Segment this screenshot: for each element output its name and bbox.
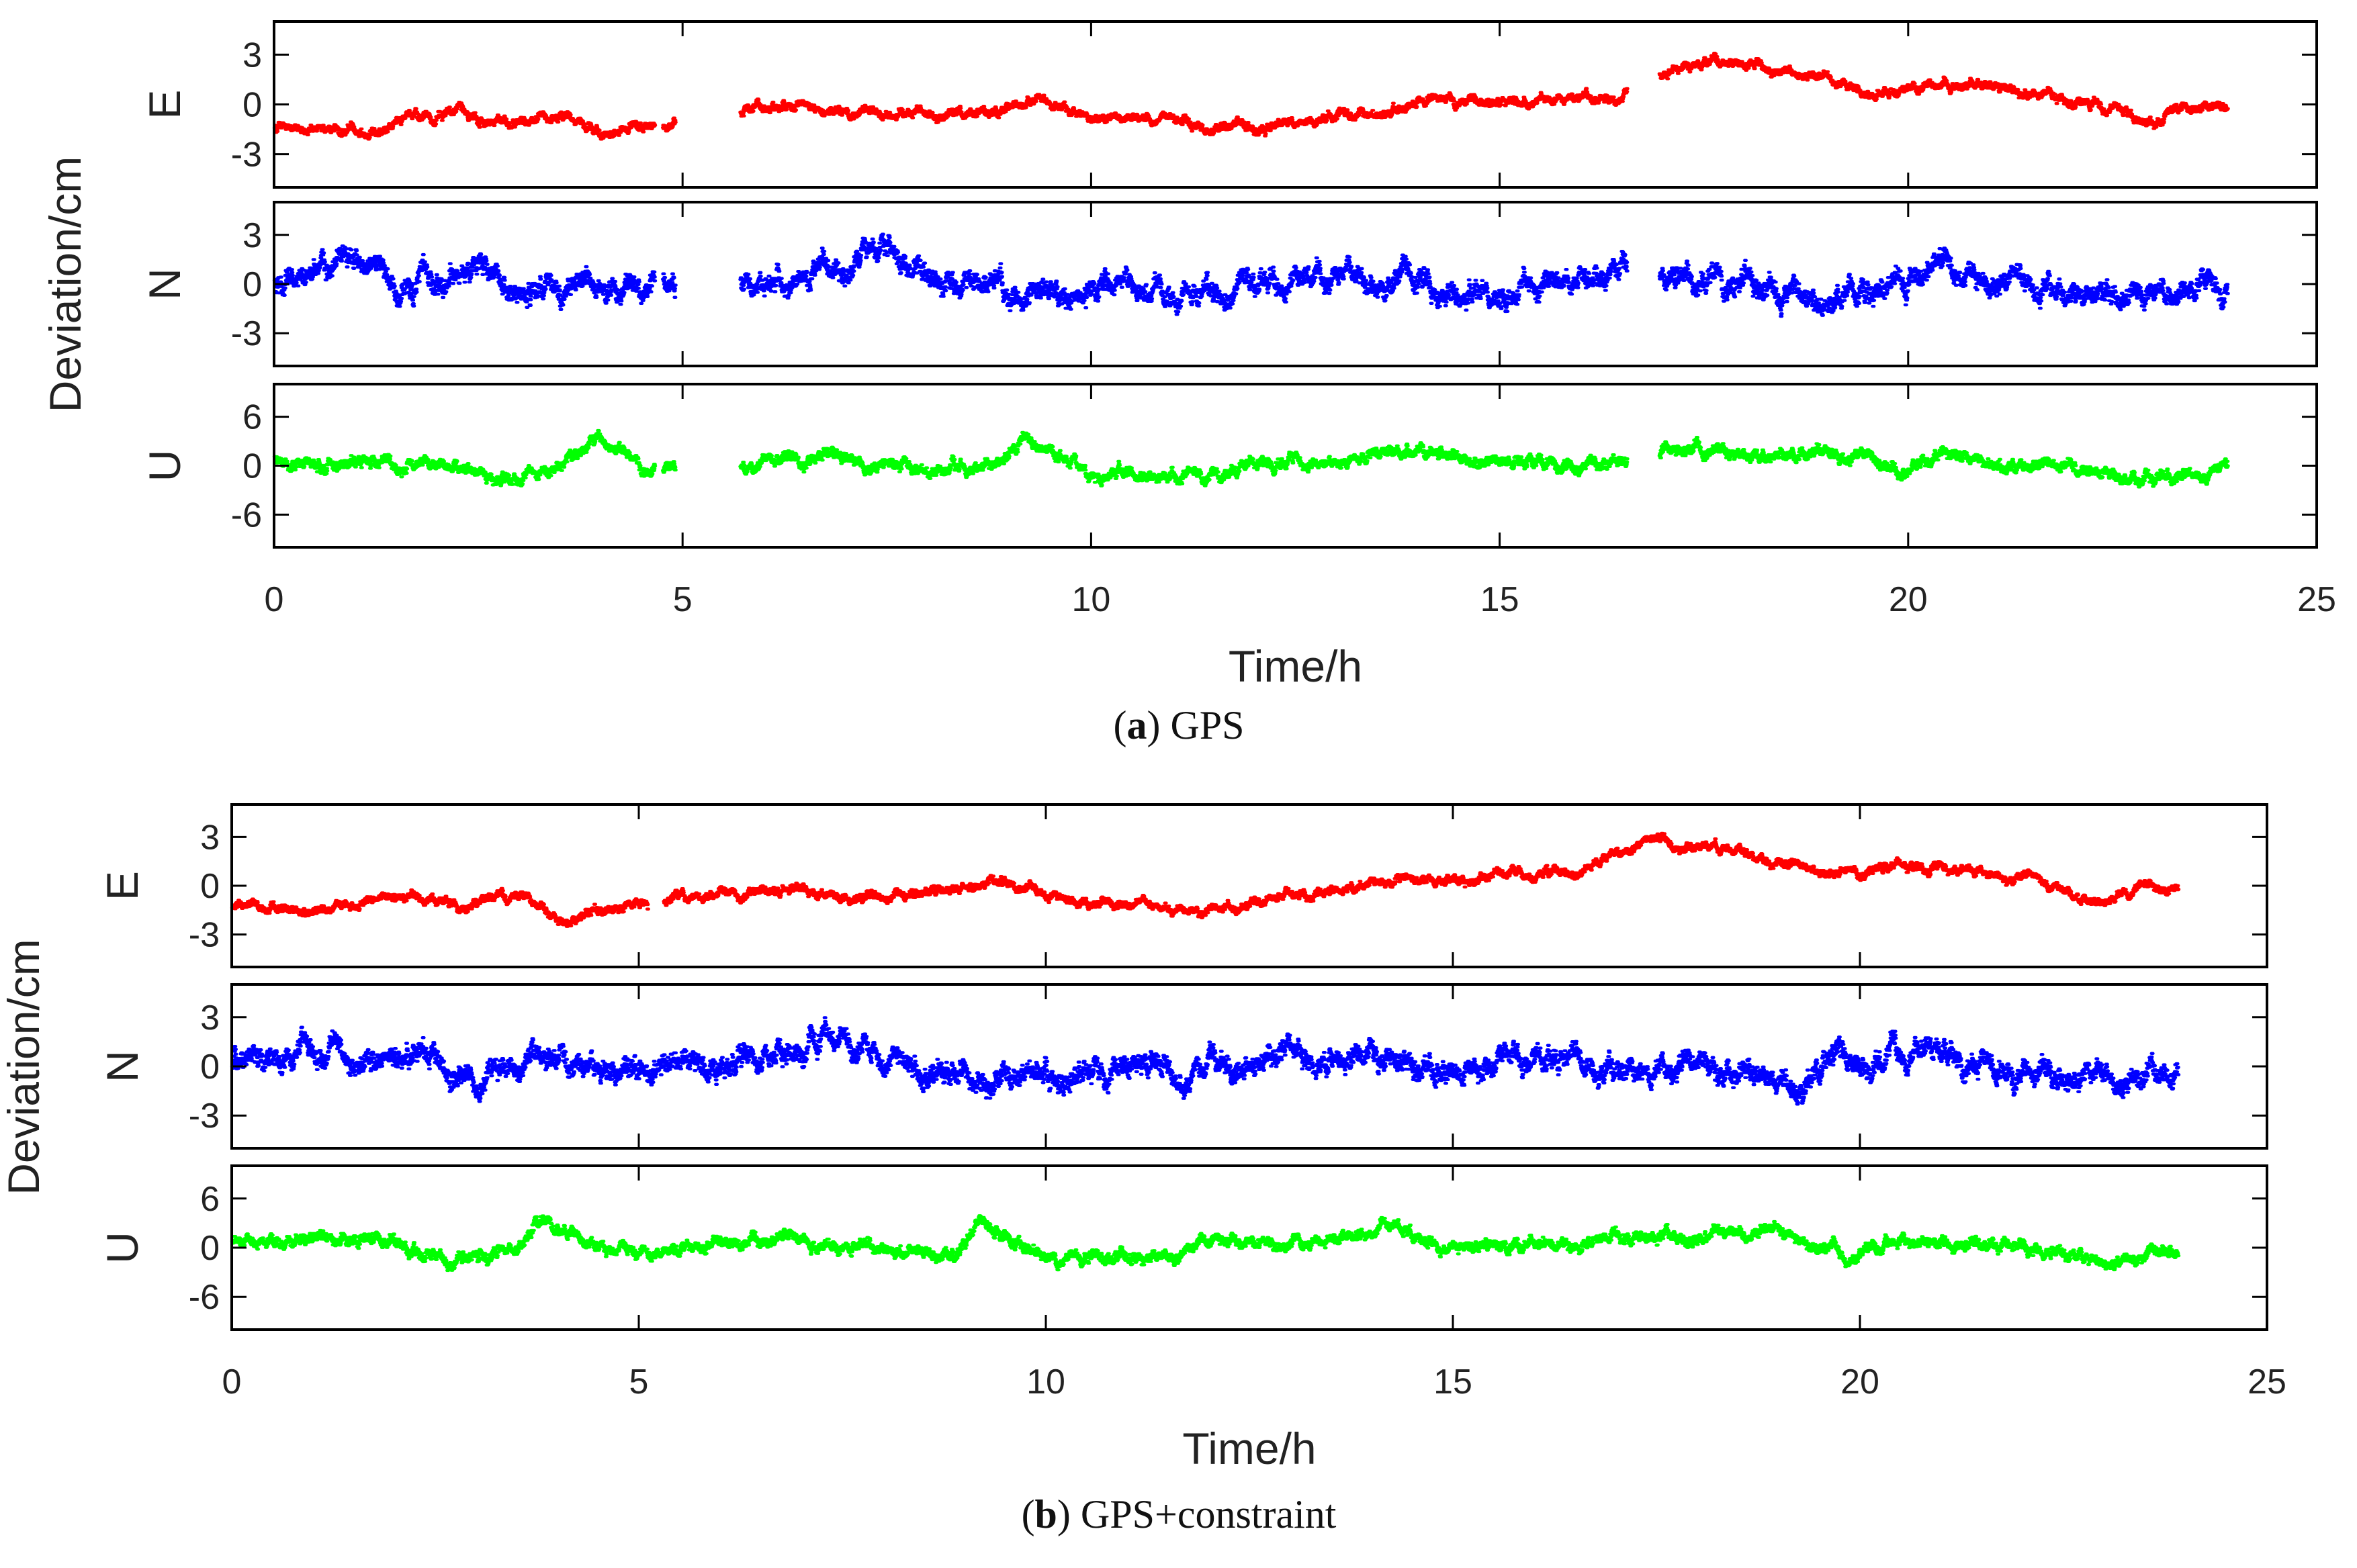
y-tick-label: 0 [242, 265, 262, 304]
panel-N: -3 0 3 N [140, 201, 2318, 367]
figure-caption: (b) GPS+constraint [1022, 1492, 1337, 1536]
x-tick-label: 25 [2297, 580, 2336, 619]
y-tick-label: 0 [242, 86, 262, 125]
y-tick-label: 3 [200, 818, 220, 857]
x-tick-label: 10 [1071, 580, 1110, 619]
series-points-U [230, 1214, 2181, 1273]
x-tick-label: 25 [2248, 1363, 2286, 1401]
y-tick-label: 0 [200, 1048, 220, 1087]
y-tick-label: 0 [200, 867, 220, 906]
x-tick-label: 10 [1026, 1363, 1065, 1401]
x-tick-label: 20 [1889, 580, 1928, 619]
x-tick-label: 0 [265, 580, 284, 619]
caption-text: GPS [1170, 703, 1244, 747]
caption-letter: b [1035, 1492, 1057, 1536]
y-tick-label: 3 [242, 216, 262, 255]
y-tick-label: 6 [242, 398, 262, 437]
y-tick-label: -3 [189, 916, 220, 955]
x-axis-title: Time/h [1229, 641, 1362, 691]
panel-frame-E [230, 803, 2268, 968]
y-tick-label: 6 [200, 1180, 220, 1219]
panel-U: -6 0 6 U [140, 383, 2318, 549]
chart-a: -3 0 3 E -3 0 3 N -6 0 6 U 0 5 10 15 20 25 Time/h Deviation… [40, 20, 2336, 747]
y-tick-label: -3 [231, 136, 262, 175]
x-tick-label: 0 [222, 1363, 242, 1401]
series-points-E [272, 52, 2230, 141]
panel-E: -3 0 3 E [140, 20, 2318, 189]
component-label-U: U [97, 1232, 147, 1264]
x-tick-label: 20 [1840, 1363, 1879, 1401]
figure-caption: (a) GPS [1113, 703, 1244, 747]
y-tick-label: 0 [242, 447, 262, 486]
panel-frame-E [273, 20, 2318, 189]
chart-b: -3 0 3 E -3 0 3 N -6 0 6 U 0 5 10 15 20 25 Time/h Deviation… [0, 803, 2286, 1536]
component-label-N: N [97, 1050, 147, 1082]
series-points-E [230, 831, 2181, 928]
y-tick-label: -3 [231, 314, 262, 353]
y-tick-label: -3 [189, 1097, 220, 1136]
component-label-E: E [140, 89, 189, 119]
y-axis-title: Deviation/cm [0, 939, 48, 1195]
y-tick-label: -6 [231, 496, 262, 535]
panel-N: -3 0 3 N [97, 983, 2268, 1150]
component-label-N: N [140, 268, 189, 300]
y-axis-title: Deviation/cm [40, 156, 90, 412]
series-points-U [272, 428, 2230, 489]
series-points-N [230, 1016, 2181, 1106]
series-points-N [272, 232, 2230, 318]
caption-letter: a [1126, 703, 1147, 747]
caption-text: GPS+constraint [1081, 1492, 1337, 1536]
y-tick-label: 3 [242, 36, 262, 75]
x-tick-label: 5 [673, 580, 693, 619]
x-axis-title: Time/h [1182, 1424, 1316, 1473]
x-tick-label: 5 [629, 1363, 649, 1401]
component-label-E: E [97, 871, 147, 901]
x-tick-label: 15 [1433, 1363, 1472, 1401]
panel-U: -6 0 6 U [97, 1164, 2268, 1331]
y-tick-label: 0 [200, 1229, 220, 1268]
y-tick-label: -6 [189, 1278, 220, 1317]
component-label-U: U [140, 450, 189, 482]
y-tick-label: 3 [200, 999, 220, 1037]
panel-E: -3 0 3 E [97, 803, 2268, 968]
x-tick-label: 15 [1480, 580, 1519, 619]
